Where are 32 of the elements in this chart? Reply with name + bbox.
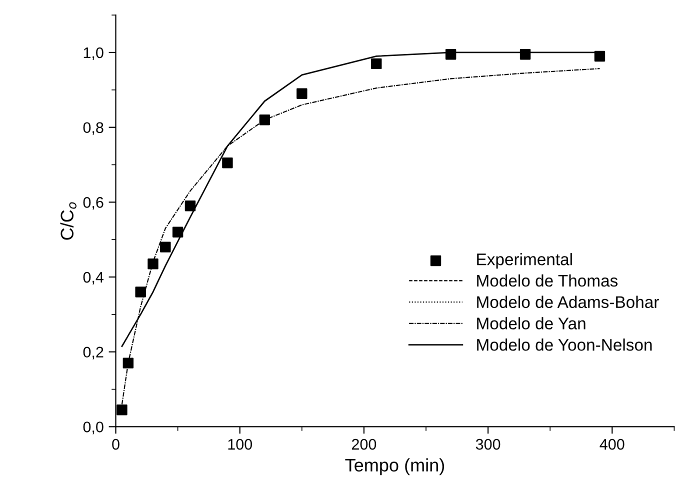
legend-label: Experimental xyxy=(477,253,572,269)
point xyxy=(296,88,308,99)
point xyxy=(135,286,146,298)
point xyxy=(445,49,456,60)
point xyxy=(116,404,128,416)
y-tick-label: 0,4 xyxy=(83,272,104,285)
point xyxy=(172,226,184,238)
x-tick-label: 100 xyxy=(228,438,252,450)
y-tick-label: 0,2 xyxy=(83,346,104,360)
y-tick-label: 1,0 xyxy=(84,47,104,60)
x-tick-label: 300 xyxy=(476,438,500,450)
x-tick-label: 200 xyxy=(352,438,376,450)
x-tick-label: 0 xyxy=(112,438,120,450)
legend-label: Modelo de Adams-Bohar xyxy=(477,296,659,308)
point xyxy=(148,258,158,270)
point xyxy=(222,158,233,168)
point xyxy=(594,50,606,62)
y-tick-label: 0,0 xyxy=(83,422,104,434)
point xyxy=(122,358,134,368)
y-tick-label: 0,6 xyxy=(83,197,104,210)
y-tick-label: 0,8 xyxy=(83,122,104,135)
point xyxy=(520,49,531,60)
legend-label: Modelo de Yan xyxy=(477,317,586,330)
y-axis-title: C/C$_{o}$ xyxy=(60,202,76,240)
point xyxy=(184,200,196,212)
point xyxy=(160,242,171,252)
legend-label: Modelo de Thomas xyxy=(477,274,618,287)
legend-label: Modelo de Yoon-Nelson xyxy=(477,338,652,351)
x-axis-title: Tempo (min) xyxy=(345,458,444,476)
point xyxy=(371,58,382,70)
x-tick-label: 400 xyxy=(600,438,624,450)
point xyxy=(259,114,270,126)
